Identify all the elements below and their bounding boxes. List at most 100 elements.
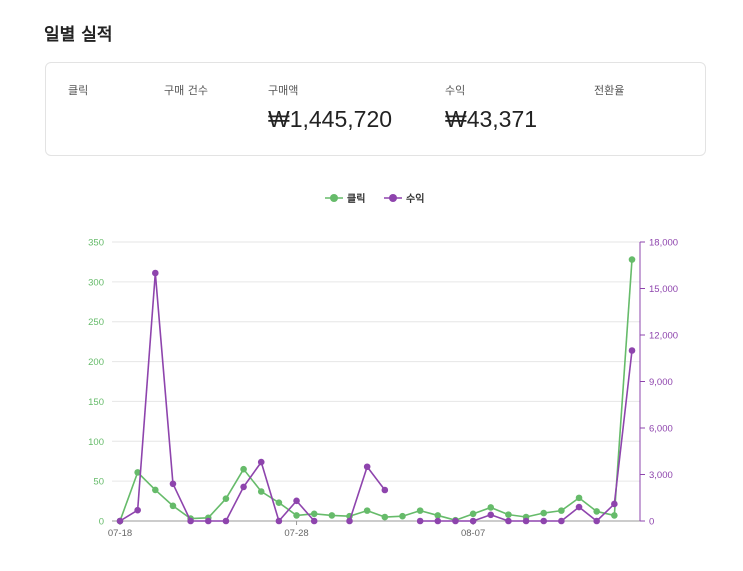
series-line-segment [119,509,139,522]
metric-clicks: 클릭 [68,82,88,106]
y-left-tick-label: 150 [88,397,104,408]
data-point [399,512,406,520]
metric-label: 구매 건수 [164,84,208,97]
series-line-segment [613,350,633,505]
data-point [469,510,477,518]
y-left-tick-label: 0 [99,517,104,528]
series-line-segment [560,506,580,522]
data-point [152,486,159,494]
data-point [558,517,565,525]
data-point [381,513,389,521]
data-point [611,500,618,508]
series-line-segment [260,490,280,504]
legend-label: 클릭 [347,193,365,205]
data-point [628,347,636,354]
metric-label: 클릭 [68,84,89,97]
data-point [169,480,177,488]
y-left-tick-label: 350 [88,238,104,249]
legend-item[interactable]: 클릭 [325,193,365,205]
x-tick-label: 07-18 [108,528,132,539]
data-point [293,512,300,519]
data-point [363,507,371,514]
x-tick-label: 07-28 [284,528,308,539]
data-point [363,463,371,471]
data-point [416,507,424,514]
series-line-segment [578,506,598,522]
series-line-segment [225,486,245,522]
metric-value: ₩43,371 [445,106,538,132]
series-line-segment [172,483,192,522]
y-left-tick-label: 250 [88,317,104,328]
series-line-segment [136,272,157,511]
data-point [434,512,442,519]
data-point [540,517,548,525]
metric-value: ₩1,445,720 [268,106,393,132]
data-point [416,517,424,525]
series-line-segment [154,489,174,507]
data-point [310,510,318,518]
legend-swatch-dot [389,194,397,202]
data-point [275,499,283,506]
data-point [522,517,530,525]
data-point [240,465,247,473]
series-line-segment [596,503,615,522]
data-point [505,511,512,518]
series-line-segment [119,472,139,522]
series-line-segment [225,468,245,500]
series-revenue [116,269,636,525]
series-line-segment [366,466,386,491]
metric-conversion-rate: 전환율 [594,82,624,106]
series-line-segment [348,466,368,522]
data-point [257,488,265,495]
series-line-segment [295,500,315,522]
data-point [593,517,600,525]
data-point [275,517,283,525]
data-point [257,458,265,466]
data-point [293,497,300,505]
data-point [575,494,583,502]
data-point [204,517,212,525]
data-point [593,508,600,515]
data-point [116,517,124,525]
y-right-tick-label: 3,000 [649,470,673,481]
data-point [187,517,194,525]
data-point [240,483,247,491]
data-point [558,507,565,514]
data-point [222,517,230,525]
legend-label: 수익 [406,193,424,205]
y-left-tick-label: 200 [88,357,104,368]
data-point [134,506,141,514]
series-clicks [116,256,636,525]
y-right-tick-label: 18,000 [649,238,678,249]
series-line-segment [260,461,280,522]
page-title: 일별 실적 [44,25,113,45]
data-point [381,486,389,494]
data-point [628,256,636,263]
metric-purchase-amount: 구매액 ₩1,445,720 [268,82,392,133]
metric-label: 전환율 [594,84,625,97]
data-point [328,512,336,519]
series-line-segment [207,498,227,519]
chart-legend[interactable]: 클릭 수익 [325,193,424,205]
data-point [505,517,512,525]
data-point [169,502,177,510]
data-point [540,509,548,517]
data-point [222,495,230,502]
series-line-segment [154,272,174,484]
y-right-tick-label: 12,000 [649,331,678,342]
series-line-segment [242,468,262,493]
metric-purchases: 구매 건수 [164,82,208,106]
series-line-segment [560,497,580,512]
y-left-tick-label: 100 [88,437,104,448]
metric-label: 수익 [445,84,466,97]
data-point [611,512,618,519]
legend-item[interactable]: 수익 [384,193,424,205]
data-point [487,504,495,511]
data-point [487,511,495,519]
y-right-tick-label: 0 [649,517,654,528]
y-left-tick-label: 50 [93,477,104,488]
data-point [310,517,318,525]
x-tick-label: 08-07 [461,528,485,539]
chart-series [116,256,636,525]
